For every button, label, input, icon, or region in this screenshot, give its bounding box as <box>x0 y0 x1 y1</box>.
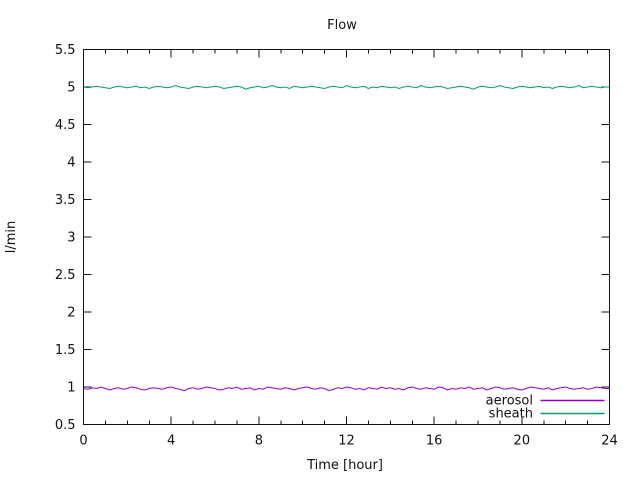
y-tick-label: 3.5 <box>55 193 76 208</box>
y-tick-label: 1 <box>67 381 75 396</box>
y-tick-label: 2 <box>67 306 75 321</box>
data-series <box>83 84 610 392</box>
legend-label-aerosol: aerosol <box>486 394 533 409</box>
x-tick-label: 20 <box>514 434 531 449</box>
tick-marks <box>83 49 610 425</box>
y-tick-label: 2.5 <box>55 268 76 283</box>
series-line-aerosol <box>83 386 610 392</box>
series-line-sheath <box>83 84 610 90</box>
tick-labels: 0 4 8 12 16 20 24 0.5 1 1.5 2 2.5 3 3.5 4 4.5 5 5.5 <box>55 43 618 449</box>
chart-title: Flow <box>327 18 357 33</box>
y-tick-label: 4.5 <box>55 118 76 133</box>
x-tick-label: 16 <box>426 434 443 449</box>
x-axis-label: Time [hour] <box>306 458 383 473</box>
x-tick-label: 8 <box>255 434 263 449</box>
y-tick-label: 5.5 <box>55 43 76 58</box>
y-tick-label: 0.5 <box>55 418 76 433</box>
x-tick-label: 12 <box>338 434 355 449</box>
legend-label-sheath: sheath <box>489 407 533 422</box>
plot-border <box>83 49 610 425</box>
y-axis-label: l/min <box>4 221 19 254</box>
y-tick-label: 3 <box>67 231 75 246</box>
x-tick-label: 4 <box>167 434 175 449</box>
y-tick-label: 1.5 <box>55 343 76 358</box>
legend: aerosol sheath <box>486 394 605 422</box>
y-tick-label: 5 <box>67 81 75 96</box>
y-tick-label: 4 <box>67 156 75 171</box>
x-tick-label: 24 <box>601 434 618 449</box>
x-tick-label: 0 <box>79 434 87 449</box>
